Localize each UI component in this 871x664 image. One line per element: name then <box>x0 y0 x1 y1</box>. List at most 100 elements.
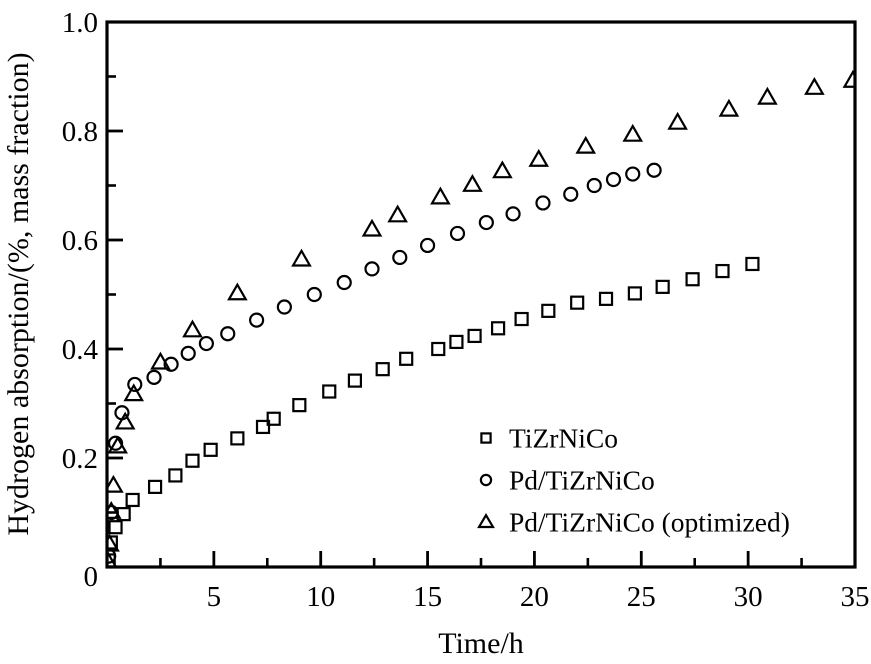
triangle-marker <box>291 248 312 267</box>
triangle-marker <box>107 474 124 493</box>
circle-marker <box>146 369 162 385</box>
circle-marker <box>180 345 196 361</box>
triangle-marker <box>462 174 483 192</box>
x-tick-label: 10 <box>306 581 335 613</box>
triangle-marker <box>492 160 513 179</box>
square-marker <box>655 279 670 294</box>
circle-marker <box>535 195 551 211</box>
y-tick-label: 0.6 <box>62 225 98 257</box>
y-tick-label: 1.0 <box>62 7 98 39</box>
x-axis-title: Time/h <box>438 627 524 660</box>
y-tick-label: 0.4 <box>62 334 99 366</box>
triangle-marker <box>528 148 550 167</box>
square-marker <box>490 321 506 336</box>
x-tick-label: 15 <box>413 581 442 613</box>
x-tick-label: 20 <box>520 581 549 613</box>
x-tick-label: 5 <box>207 581 222 613</box>
square-marker <box>627 286 642 301</box>
square-marker <box>292 398 307 413</box>
circle-marker <box>249 312 265 328</box>
triangle-marker <box>150 351 171 370</box>
triangle-marker <box>387 204 408 223</box>
circle-marker <box>276 299 292 315</box>
triangle-marker <box>575 135 597 154</box>
square-marker <box>168 468 183 483</box>
square-marker <box>322 384 337 399</box>
circle-marker <box>625 166 641 182</box>
square-marker <box>449 334 464 350</box>
plot-border <box>105 20 857 569</box>
triangle-marker <box>107 533 120 552</box>
legend-label: TiZrNiCo <box>509 423 618 454</box>
y-tick-label: 0.2 <box>62 443 98 475</box>
square-marker <box>203 442 218 457</box>
triangle-marker <box>757 86 778 105</box>
circle-marker <box>419 237 436 254</box>
square-marker <box>467 328 482 344</box>
triangle-marker <box>227 282 248 301</box>
square-marker <box>480 432 492 444</box>
triangle-marker <box>107 551 118 567</box>
square-marker <box>570 295 585 310</box>
triangle-marker <box>667 111 688 130</box>
triangle-marker <box>430 186 451 205</box>
circle-marker <box>646 162 662 178</box>
square-marker <box>230 431 245 446</box>
triangle-marker <box>804 76 825 95</box>
series-circle <box>107 162 662 564</box>
triangle-marker <box>107 501 122 519</box>
circle-marker <box>479 473 493 487</box>
axes: 5 10 15 20 25 30 35 0 0.2 0.4 0.6 0.8 1.0 <box>62 7 870 613</box>
square-marker <box>347 373 363 388</box>
square-marker <box>745 256 760 272</box>
circle-marker <box>586 177 602 194</box>
circle-marker <box>306 286 322 303</box>
square-marker <box>541 303 556 318</box>
square-marker <box>715 263 730 279</box>
square-marker <box>514 311 529 327</box>
circle-marker <box>163 356 179 372</box>
y-tick-label: 0.8 <box>62 116 98 148</box>
circle-marker <box>605 171 622 188</box>
square-marker <box>685 272 700 287</box>
x-tick-label: 30 <box>734 581 763 613</box>
y-tick-label: 0 <box>84 561 99 593</box>
y-axis-title: Hydrogen absorption/(%, mass fraction) <box>2 52 35 535</box>
series-square <box>107 256 760 567</box>
triangle-marker <box>107 435 128 454</box>
triangle-marker <box>114 411 136 430</box>
circle-marker <box>198 335 214 352</box>
circle-marker <box>364 261 380 277</box>
legend-label: Pd/TiZrNiCo <box>509 465 655 496</box>
triangle-marker <box>361 218 383 237</box>
circle-marker <box>392 249 408 266</box>
x-tick-label: 35 <box>841 581 870 613</box>
square-marker <box>255 419 271 435</box>
square-marker <box>147 479 163 494</box>
series-triangle <box>107 69 855 567</box>
triangle-marker <box>842 69 855 88</box>
square-marker <box>185 453 200 468</box>
square-marker <box>375 362 390 377</box>
triangle-marker <box>477 513 495 529</box>
square-marker <box>431 341 446 357</box>
legend: TiZrNiCo Pd/TiZrNiCo Pd/TiZrNiCo (optimize… <box>477 423 790 538</box>
circle-marker <box>127 376 143 393</box>
square-marker <box>108 520 123 535</box>
triangle-marker <box>718 98 740 117</box>
square-marker <box>399 351 414 366</box>
data-points-layer <box>107 69 855 567</box>
x-tick-label: 25 <box>627 581 656 613</box>
square-marker <box>125 492 140 508</box>
circle-marker <box>449 225 466 242</box>
square-marker <box>598 291 614 306</box>
triangle-marker <box>123 383 145 402</box>
circle-marker <box>220 326 236 342</box>
triangle-marker <box>182 319 203 338</box>
circle-marker <box>478 214 494 231</box>
square-marker <box>266 411 281 426</box>
triangle-marker <box>622 123 644 142</box>
legend-label: Pd/TiZrNiCo (optimized) <box>509 507 790 538</box>
